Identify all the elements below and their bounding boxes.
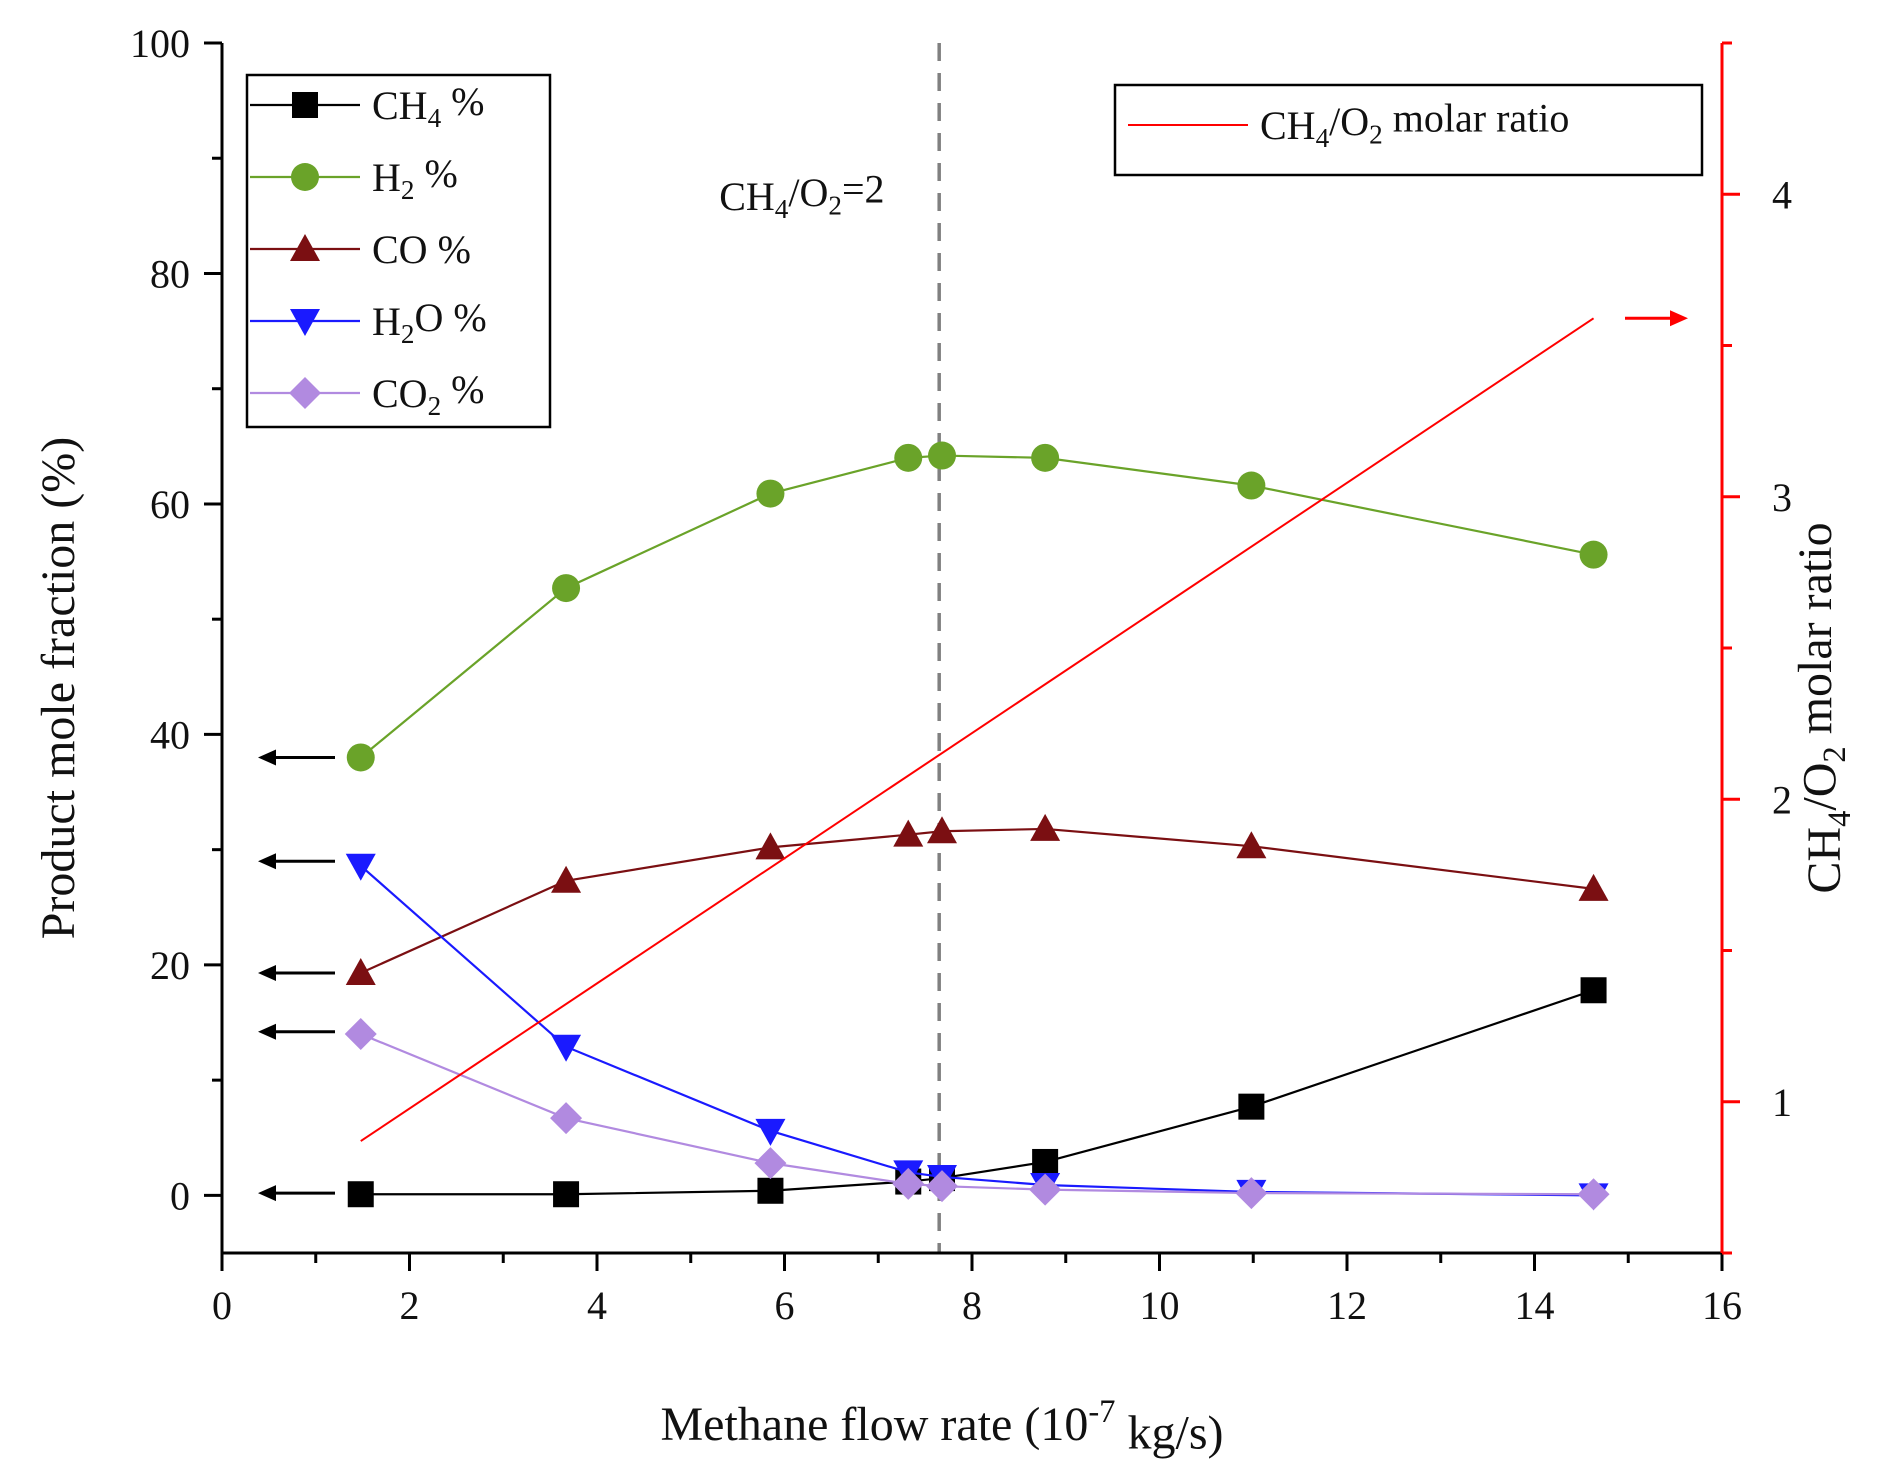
x-tick-label: 0	[212, 1283, 232, 1328]
y-tick-label: 60	[150, 482, 190, 527]
legend-layer: CH4​ % H2​ % CO % H2​O % CO2​ % CH4​/O2​ mola…	[245, 73, 1704, 429]
left-axis-arrowhead	[258, 1023, 276, 1040]
legend-label: CH4​/O2​ molar ratio	[1260, 95, 1569, 153]
data-point-co	[755, 832, 786, 860]
data-point-co2	[754, 1147, 787, 1180]
y-axis-title: Product mole fraction (%)	[32, 437, 85, 940]
left-axis-arrowhead	[258, 1185, 276, 1202]
y2-tick-label: 1	[1772, 1080, 1792, 1125]
data-point-h2	[552, 574, 581, 603]
data-point-co	[893, 819, 924, 847]
data-point-ch4	[347, 1181, 374, 1208]
data-point-h2	[1579, 540, 1608, 569]
ratio-2-annotation: CH4​/O2​=2	[719, 166, 884, 224]
y-tick-label: 40	[150, 712, 190, 757]
series-line-h2	[360, 454, 1594, 759]
series-line-co2	[360, 1033, 1594, 1196]
data-point-co2	[892, 1167, 925, 1200]
data-point-h2	[928, 441, 956, 470]
series-line-h2o	[360, 864, 1594, 1197]
labels-layer: CH4​/O2​=2 Methane flow rate (10-7​ kg/s)…	[32, 166, 1858, 1459]
data-point-h2o	[345, 853, 376, 881]
legend-label: H2​O %	[372, 295, 487, 349]
data-point-h2o	[755, 1118, 786, 1146]
series-line-ch4	[360, 989, 1594, 1196]
data-point-h2	[1031, 443, 1060, 472]
data-point-co	[1236, 831, 1267, 859]
left-axis-arrowhead	[258, 749, 276, 766]
y2-tick-label: 3	[1772, 475, 1792, 520]
data-point-ch4	[1238, 1093, 1265, 1120]
legend-box-right	[1113, 83, 1704, 177]
data-point-ch4	[1032, 1148, 1059, 1175]
y-tick-label: 100	[130, 21, 190, 66]
legend-label: CO2​ %	[372, 367, 485, 421]
legend-marker	[292, 92, 318, 118]
x-tick-label: 14	[1515, 1283, 1555, 1328]
data-point-h2	[756, 479, 785, 508]
data-point-h2	[346, 743, 375, 772]
data-point-co2	[344, 1018, 377, 1051]
data-point-co	[345, 957, 376, 985]
x-tick-label: 12	[1327, 1283, 1367, 1328]
y2-axis-title: CH4​/O2​ molar ratio	[1789, 522, 1858, 893]
data-point-ch4	[757, 1177, 784, 1204]
left-axis-arrowhead	[258, 853, 276, 870]
x-tick-label: 10	[1140, 1283, 1180, 1328]
left-axis-arrowhead	[258, 964, 276, 981]
data-point-co2	[1235, 1177, 1268, 1210]
y-tick-label: 20	[150, 943, 190, 988]
x-tick-label: 4	[587, 1283, 607, 1328]
legend-marker	[290, 309, 320, 336]
y2-tick-label: 2	[1772, 777, 1792, 822]
data-point-co2	[926, 1170, 958, 1203]
data-point-co	[1578, 873, 1609, 901]
right-axis-arrowhead	[1670, 310, 1688, 327]
y-tick-label: 0	[170, 1173, 190, 1218]
data-point-co2	[1029, 1173, 1062, 1206]
data-point-co	[927, 816, 957, 844]
x-tick-label: 16	[1702, 1283, 1742, 1328]
series-line-co	[360, 827, 1594, 974]
data-point-co	[551, 865, 582, 893]
data-point-h2	[1237, 471, 1266, 500]
data-point-co	[1030, 813, 1061, 841]
x-tick-label: 2	[400, 1283, 420, 1328]
x-tick-label: 6	[775, 1283, 795, 1328]
legend-marker	[291, 163, 319, 191]
data-point-h2	[894, 443, 923, 472]
y-tick-label: 80	[150, 251, 190, 296]
data-point-co2	[550, 1102, 583, 1135]
legend-label: CO %	[372, 227, 471, 272]
y2-tick-label: 4	[1772, 172, 1792, 217]
legend-label: H2​ %	[372, 151, 458, 205]
series-layer	[344, 317, 1610, 1211]
data-point-ch4	[1580, 977, 1607, 1004]
legend-marker	[289, 377, 321, 409]
data-point-co2	[1577, 1178, 1610, 1211]
data-point-ch4	[553, 1181, 580, 1208]
series-line-ch4-o2-molar-ratio	[360, 317, 1595, 1142]
x-tick-label: 8	[962, 1283, 982, 1328]
data-point-h2o	[551, 1034, 582, 1062]
legend-label: CH4​ %	[372, 79, 485, 133]
legend-marker	[290, 234, 320, 261]
x-axis-title: Methane flow rate (10-7​ kg/s)	[660, 1394, 1223, 1459]
